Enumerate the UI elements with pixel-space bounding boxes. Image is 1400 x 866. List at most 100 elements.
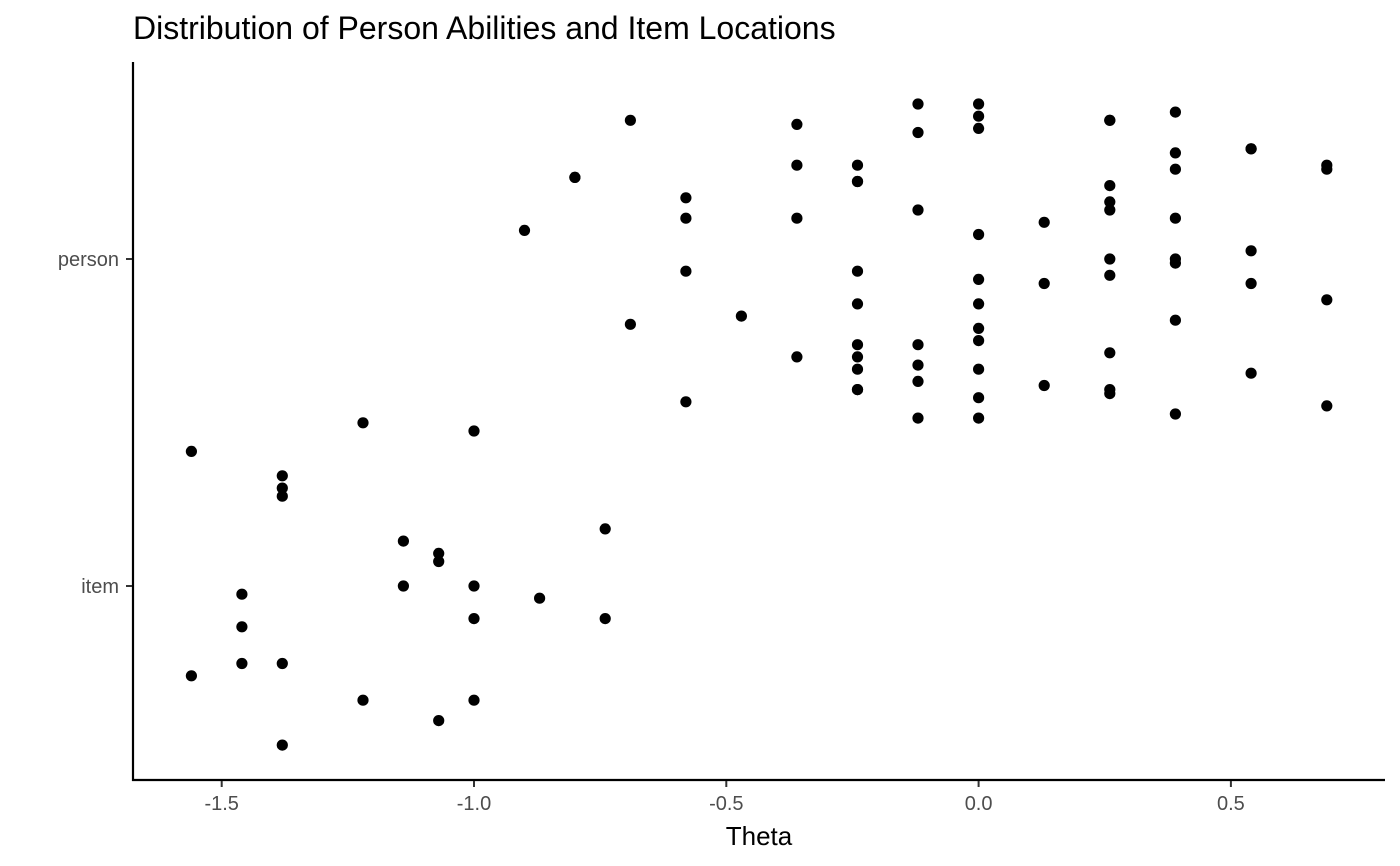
person-point bbox=[973, 228, 985, 241]
person-point bbox=[1169, 147, 1181, 159]
item-point bbox=[534, 592, 546, 604]
person-point bbox=[851, 298, 864, 310]
person-point bbox=[1038, 277, 1050, 290]
person-point bbox=[1169, 314, 1181, 326]
person-point bbox=[973, 98, 985, 110]
person-point bbox=[1038, 379, 1050, 392]
person-point bbox=[791, 212, 803, 224]
person-point bbox=[912, 339, 924, 351]
person-point bbox=[624, 114, 637, 126]
x-tick-label: -1.0 bbox=[457, 793, 491, 815]
y-tick-label-item: item bbox=[81, 576, 119, 598]
person-point bbox=[1104, 253, 1116, 265]
item-point bbox=[276, 482, 288, 494]
chart-title: Distribution of Person Abilities and Ite… bbox=[133, 10, 836, 46]
person-point bbox=[791, 351, 803, 363]
y-axis-ticks: item person bbox=[58, 249, 132, 598]
person-point bbox=[973, 273, 985, 285]
person-point bbox=[973, 298, 985, 310]
person-point bbox=[1245, 245, 1257, 257]
person-point bbox=[1245, 367, 1257, 379]
item-point bbox=[357, 417, 369, 429]
person-point bbox=[973, 122, 985, 134]
person-point bbox=[735, 310, 748, 322]
item-point bbox=[357, 694, 369, 706]
x-tick-label: -0.5 bbox=[709, 793, 743, 815]
person-point bbox=[1104, 269, 1116, 281]
person-point bbox=[1169, 106, 1181, 118]
person-point bbox=[518, 224, 531, 236]
item-point bbox=[433, 555, 445, 568]
person-point bbox=[973, 335, 985, 347]
person-point bbox=[851, 351, 864, 363]
person-point bbox=[973, 322, 985, 334]
item-point bbox=[276, 739, 288, 751]
person-point bbox=[1104, 180, 1116, 192]
item-point bbox=[185, 445, 197, 457]
person-point bbox=[912, 126, 924, 139]
person-point bbox=[1169, 212, 1181, 224]
person-point bbox=[851, 175, 864, 188]
person-point bbox=[1245, 143, 1257, 155]
person-point bbox=[1169, 163, 1181, 175]
person-point bbox=[912, 359, 924, 371]
person-point bbox=[912, 375, 924, 387]
person-point bbox=[973, 363, 985, 375]
item-point bbox=[468, 613, 480, 625]
person-point bbox=[1169, 257, 1181, 269]
person-point bbox=[1321, 294, 1333, 306]
item-point bbox=[276, 470, 288, 482]
item-point bbox=[397, 535, 409, 547]
item-point bbox=[236, 657, 248, 670]
person-point bbox=[912, 412, 924, 424]
item-point bbox=[236, 621, 248, 633]
item-point bbox=[599, 523, 611, 535]
person-point bbox=[1104, 196, 1116, 208]
item-point bbox=[185, 670, 197, 682]
person-point bbox=[851, 265, 864, 277]
item-point bbox=[236, 588, 248, 600]
person-point bbox=[973, 392, 985, 404]
person-point bbox=[680, 396, 692, 408]
x-axis-ticks: -1.5 -1.0 -0.5 0.0 0.5 bbox=[204, 781, 1245, 815]
person-point bbox=[1104, 347, 1116, 359]
person-point bbox=[851, 363, 864, 375]
person-point bbox=[912, 98, 924, 110]
person-point bbox=[1169, 408, 1181, 420]
item-point bbox=[276, 490, 288, 502]
item-point bbox=[433, 547, 445, 560]
person-point bbox=[851, 384, 864, 396]
item-point bbox=[276, 657, 288, 670]
person-point bbox=[569, 171, 581, 183]
x-tick-label: 0.5 bbox=[1217, 793, 1245, 815]
x-tick-label: -1.5 bbox=[204, 793, 238, 815]
person-point bbox=[1245, 277, 1257, 290]
x-tick-label: 0.0 bbox=[965, 793, 993, 815]
person-point bbox=[1321, 400, 1333, 412]
item-point bbox=[468, 580, 480, 592]
person-point bbox=[851, 159, 864, 171]
person-point bbox=[1321, 163, 1333, 175]
person-point bbox=[973, 412, 985, 424]
item-point bbox=[468, 425, 480, 437]
person-point bbox=[1104, 388, 1116, 400]
person-point bbox=[791, 159, 803, 171]
person-point bbox=[680, 265, 692, 277]
person-point bbox=[912, 204, 924, 216]
item-point bbox=[599, 613, 611, 625]
person-point bbox=[791, 118, 803, 130]
person-point bbox=[680, 192, 692, 204]
x-axis-title: Theta bbox=[726, 821, 793, 851]
data-points bbox=[185, 98, 1333, 751]
person-point bbox=[973, 110, 985, 122]
item-point bbox=[397, 580, 409, 592]
y-tick-label-person: person bbox=[58, 249, 119, 271]
item-point bbox=[433, 715, 445, 727]
person-point bbox=[680, 212, 692, 224]
person-point bbox=[1038, 216, 1050, 228]
person-point bbox=[624, 318, 637, 330]
person-point bbox=[1104, 204, 1116, 216]
person-point bbox=[1104, 114, 1116, 126]
item-point bbox=[468, 694, 480, 706]
